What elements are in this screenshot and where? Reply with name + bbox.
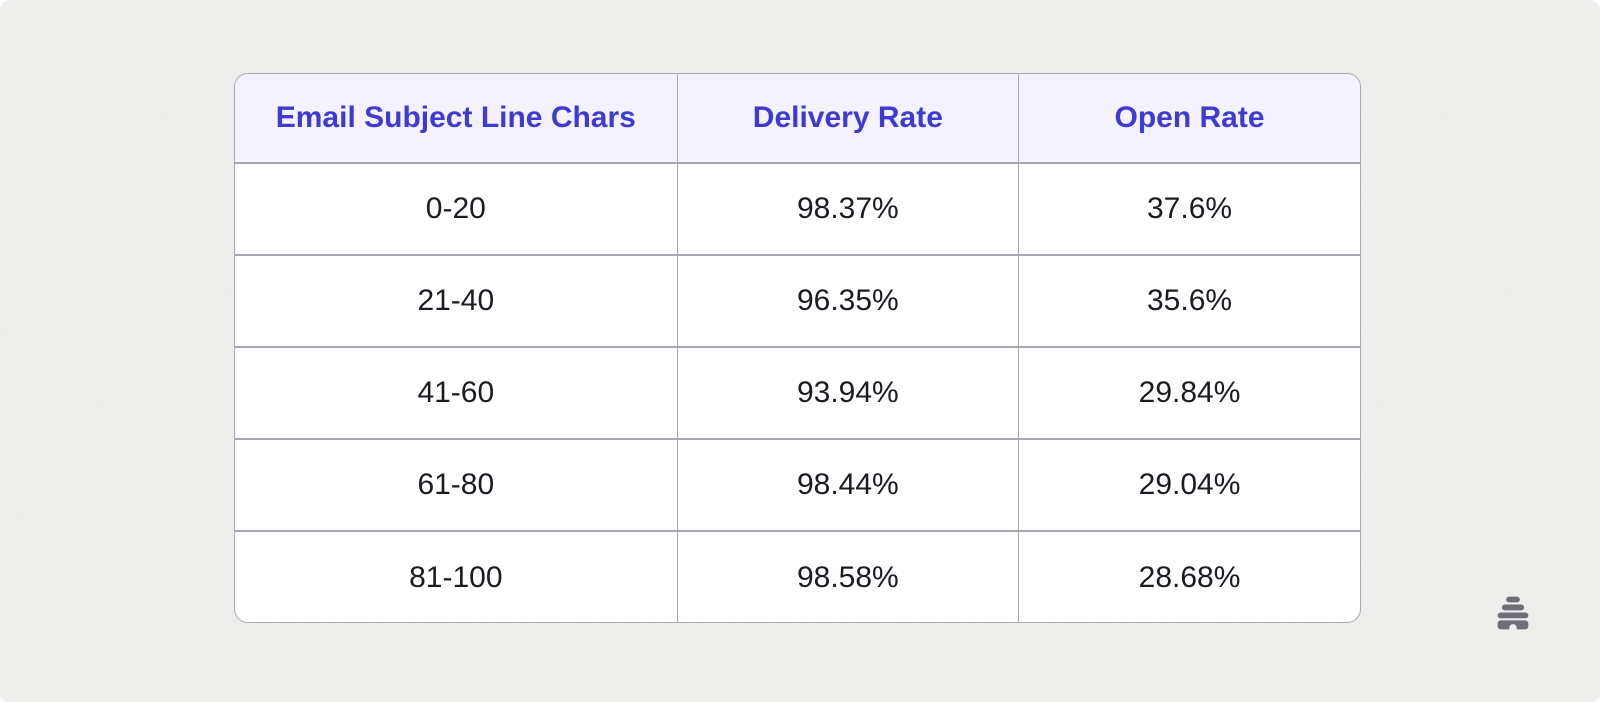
beehive-icon [1497, 596, 1529, 630]
delivery-rate-cell: 93.94% [677, 346, 1020, 439]
delivery-rate-cell: 98.37% [677, 163, 1020, 255]
table-row: 0-20 98.37% 37.6% [235, 163, 1360, 255]
table-row: 41-60 93.94% 29.84% [235, 346, 1360, 439]
open-rate-cell: 29.04% [1018, 438, 1360, 531]
delivery-rate-cell: 96.35% [677, 254, 1020, 347]
subject-chars-cell: 21-40 [235, 254, 678, 347]
column-header-delivery-rate: Delivery Rate [677, 74, 1020, 164]
delivery-rate-cell: 98.58% [677, 530, 1020, 622]
open-rate-cell: 28.68% [1018, 530, 1360, 622]
column-header-email-subject-line-chars: Email Subject Line Chars [235, 74, 678, 164]
open-rate-cell: 29.84% [1018, 346, 1360, 439]
subject-chars-cell: 61-80 [235, 438, 678, 531]
subject-chars-cell: 41-60 [235, 346, 678, 439]
table-row: 61-80 98.44% 29.04% [235, 438, 1360, 531]
open-rate-cell: 35.6% [1018, 254, 1360, 347]
subject-chars-cell: 0-20 [235, 163, 678, 255]
table-row: 81-100 98.58% 28.68% [235, 530, 1360, 622]
column-header-open-rate: Open Rate [1018, 74, 1360, 164]
subject-chars-cell: 81-100 [235, 530, 678, 622]
table-header-row: Email Subject Line Chars Delivery Rate O… [235, 74, 1360, 164]
table-row: 21-40 96.35% 35.6% [235, 254, 1360, 347]
stats-table: Email Subject Line Chars Delivery Rate O… [235, 74, 1360, 622]
email-subject-stats-table: Email Subject Line Chars Delivery Rate O… [234, 73, 1361, 623]
open-rate-cell: 37.6% [1146, 192, 1233, 225]
delivery-rate-cell: 98.44% [677, 438, 1020, 531]
